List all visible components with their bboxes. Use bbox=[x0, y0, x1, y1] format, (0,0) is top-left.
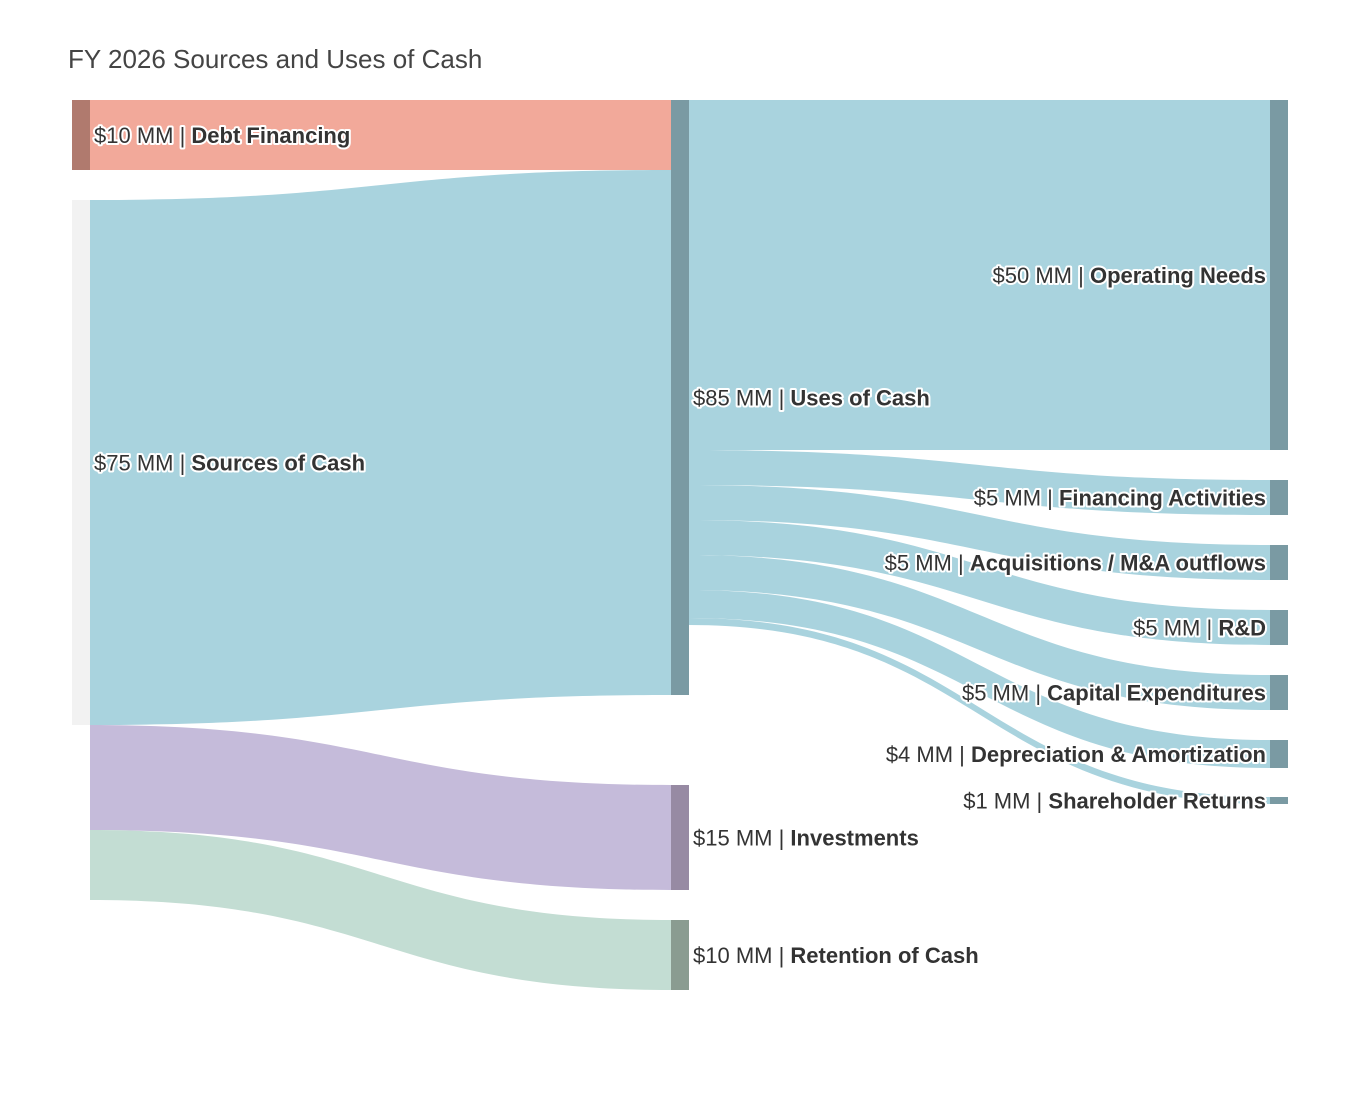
chart-title: FY 2026 Sources and Uses of Cash bbox=[68, 44, 483, 74]
node-label-shareholder: $1 MM | Shareholder Returns bbox=[963, 789, 1266, 814]
node-label-rnd: $5 MM | R&D bbox=[1133, 616, 1266, 641]
node-value: $15 MM | bbox=[693, 826, 790, 851]
node-value: $5 MM | bbox=[1133, 616, 1218, 641]
node-label-dna: $4 MM | Depreciation & Amortization bbox=[886, 742, 1266, 767]
node-value: $85 MM | bbox=[693, 386, 790, 411]
node-value: $1 MM | bbox=[963, 789, 1048, 814]
node-value: $10 MM | bbox=[693, 943, 790, 968]
node-label-acquisitions: $5 MM | Acquisitions / M&A outflows bbox=[885, 551, 1266, 576]
node-label-sources: $75 MM | Sources of Cash bbox=[94, 451, 365, 476]
node-label-uses: $85 MM | Uses of Cash bbox=[693, 386, 930, 411]
sankey-node-uses[interactable] bbox=[671, 100, 689, 695]
sankey-node-sources[interactable] bbox=[72, 200, 90, 725]
node-value: $50 MM | bbox=[993, 263, 1090, 288]
node-label-debt: $10 MM | Debt Financing bbox=[94, 123, 350, 148]
sankey-node-capex[interactable] bbox=[1270, 675, 1288, 710]
node-name: Debt Financing bbox=[191, 123, 350, 148]
node-label-capex: $5 MM | Capital Expenditures bbox=[962, 681, 1266, 706]
sankey-node-shareholder[interactable] bbox=[1270, 797, 1288, 804]
node-name: Capital Expenditures bbox=[1047, 681, 1266, 706]
sankey-link-sources-retention[interactable] bbox=[90, 830, 671, 990]
node-label-operating: $50 MM | Operating Needs bbox=[993, 263, 1266, 288]
node-name: Operating Needs bbox=[1090, 263, 1266, 288]
sankey-node-dna[interactable] bbox=[1270, 740, 1288, 768]
node-name: Sources of Cash bbox=[191, 451, 365, 476]
sankey-node-operating[interactable] bbox=[1270, 100, 1288, 450]
node-name: Retention of Cash bbox=[790, 943, 978, 968]
node-label-investments: $15 MM | Investments bbox=[693, 826, 919, 851]
sankey-link-uses-shareholder[interactable] bbox=[689, 618, 1270, 804]
nodes-layer bbox=[72, 100, 1288, 990]
node-name: Investments bbox=[790, 826, 918, 851]
sankey-node-investments[interactable] bbox=[671, 785, 689, 890]
sankey-link-uses-rnd[interactable] bbox=[689, 520, 1270, 645]
sankey-link-sources-investments[interactable] bbox=[90, 725, 671, 890]
sankey-link-uses-dna[interactable] bbox=[689, 590, 1270, 768]
node-name: Shareholder Returns bbox=[1048, 789, 1266, 814]
node-value: $5 MM | bbox=[962, 681, 1047, 706]
sankey-node-financing[interactable] bbox=[1270, 480, 1288, 515]
sankey-node-debt[interactable] bbox=[72, 100, 90, 170]
sankey-link-uses-financing[interactable] bbox=[689, 450, 1270, 515]
node-value: $75 MM | bbox=[94, 451, 191, 476]
sankey-node-rnd[interactable] bbox=[1270, 610, 1288, 645]
labels-layer: $10 MM | Debt Financing $75 MM | Sources … bbox=[92, 121, 1268, 970]
sankey-link-uses-capex[interactable] bbox=[689, 555, 1270, 710]
sankey-link-uses-operating[interactable] bbox=[689, 100, 1270, 450]
node-name: Acquisitions / M&A outflows bbox=[970, 551, 1266, 576]
sankey-node-retention[interactable] bbox=[671, 920, 689, 990]
sankey-link-sources-uses[interactable] bbox=[90, 170, 671, 725]
node-value: $5 MM | bbox=[885, 551, 970, 576]
node-value: $5 MM | bbox=[974, 486, 1059, 511]
sankey-node-acquisitions[interactable] bbox=[1270, 545, 1288, 580]
node-name: Depreciation & Amortization bbox=[971, 742, 1266, 767]
sankey-link-debt-uses[interactable] bbox=[90, 100, 671, 170]
node-label-financing: $5 MM | Financing Activities bbox=[974, 486, 1266, 511]
links-layer bbox=[90, 100, 1270, 990]
node-label-retention: $10 MM | Retention of Cash bbox=[693, 943, 979, 968]
node-name: Financing Activities bbox=[1059, 486, 1266, 511]
node-value: $10 MM | bbox=[94, 123, 191, 148]
node-name: Uses of Cash bbox=[790, 386, 929, 411]
node-value: $4 MM | bbox=[886, 742, 971, 767]
node-name: R&D bbox=[1218, 616, 1266, 641]
sankey-link-uses-acquisitions[interactable] bbox=[689, 485, 1270, 580]
